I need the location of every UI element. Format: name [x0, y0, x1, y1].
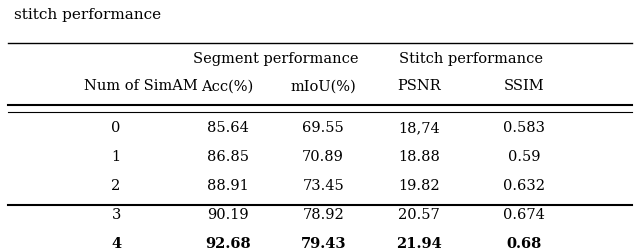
Text: 73.45: 73.45: [302, 180, 344, 194]
Text: 4: 4: [111, 237, 121, 250]
Text: 3: 3: [111, 208, 121, 222]
Text: 18,74: 18,74: [398, 122, 440, 136]
Text: 90.19: 90.19: [207, 208, 248, 222]
Text: 86.85: 86.85: [207, 150, 248, 164]
Text: 88.91: 88.91: [207, 180, 248, 194]
Text: 2: 2: [111, 180, 121, 194]
Text: 1: 1: [111, 150, 121, 164]
Text: 18.88: 18.88: [398, 150, 440, 164]
Text: 78.92: 78.92: [302, 208, 344, 222]
Text: 85.64: 85.64: [207, 122, 248, 136]
Text: 69.55: 69.55: [302, 122, 344, 136]
Text: 0: 0: [111, 122, 121, 136]
Text: 0.59: 0.59: [508, 150, 540, 164]
Text: 20.57: 20.57: [398, 208, 440, 222]
Text: 0.632: 0.632: [503, 180, 545, 194]
Text: mIoU(%): mIoU(%): [291, 80, 356, 94]
Text: 0.583: 0.583: [503, 122, 545, 136]
Text: 21.94: 21.94: [396, 237, 442, 250]
Text: SSIM: SSIM: [504, 80, 544, 94]
Text: 92.68: 92.68: [205, 237, 250, 250]
Text: Segment performance: Segment performance: [193, 52, 358, 66]
Text: Stitch performance: Stitch performance: [399, 52, 543, 66]
Text: 79.43: 79.43: [300, 237, 346, 250]
Text: 0.674: 0.674: [503, 208, 545, 222]
Text: Acc(%): Acc(%): [202, 80, 253, 94]
Text: Num of SimAM: Num of SimAM: [84, 80, 198, 94]
Text: 0.68: 0.68: [506, 237, 541, 250]
Text: stitch performance: stitch performance: [14, 8, 161, 22]
Text: 70.89: 70.89: [302, 150, 344, 164]
Text: 19.82: 19.82: [398, 180, 440, 194]
Text: PSNR: PSNR: [397, 80, 440, 94]
